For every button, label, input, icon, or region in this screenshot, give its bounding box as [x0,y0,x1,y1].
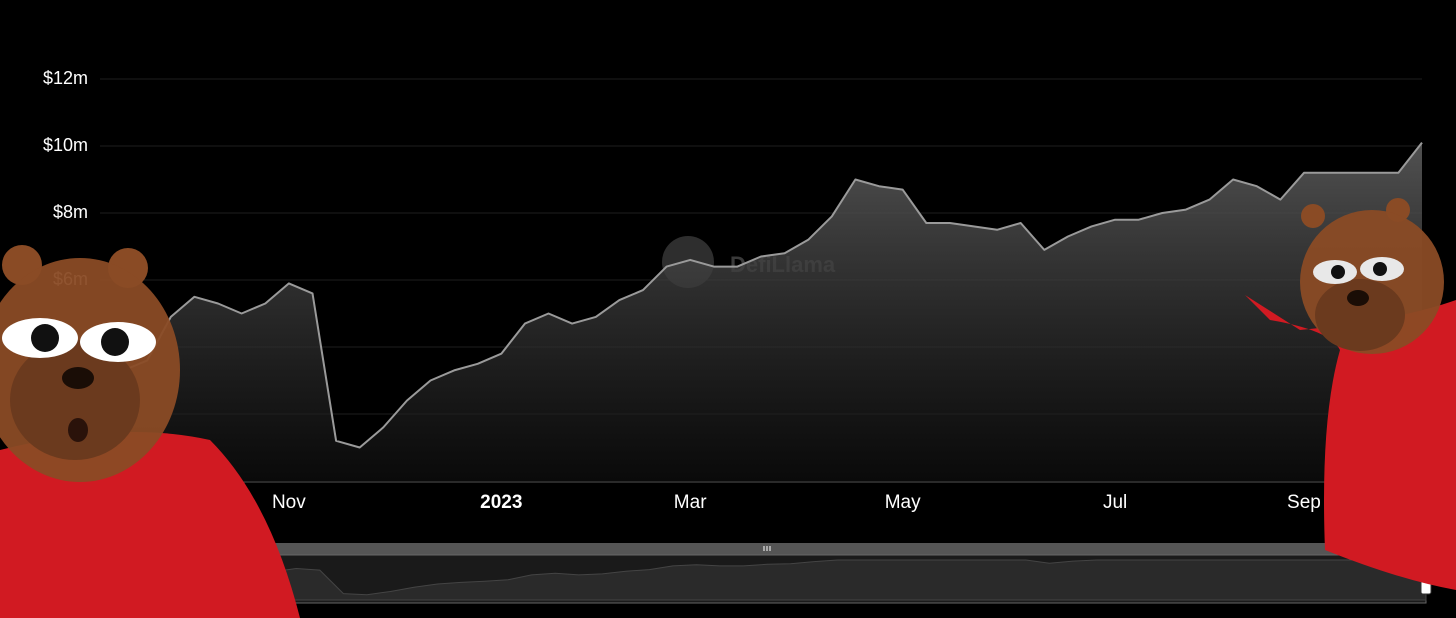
navigator-line [107,559,1427,601]
y-tick-label: $10m [43,135,88,155]
x-tick-label: Sep [1287,492,1321,513]
bear-right [1245,198,1456,590]
x-tick-label: Mar [674,492,707,513]
navigator-grip [763,546,771,551]
area [100,142,1422,481]
x-tick-label: Nov [272,492,306,513]
navigator-series [107,559,1427,601]
plot [99,141,1423,481]
y-tick-label: $8m [53,202,88,222]
x-tick-label: May [885,492,921,513]
bear-left [0,245,300,618]
x-tick-label: 2023 [480,492,522,513]
y-tick-label: $12m [43,68,88,88]
x-tick-label: Jul [1103,492,1127,513]
line [99,141,1423,449]
